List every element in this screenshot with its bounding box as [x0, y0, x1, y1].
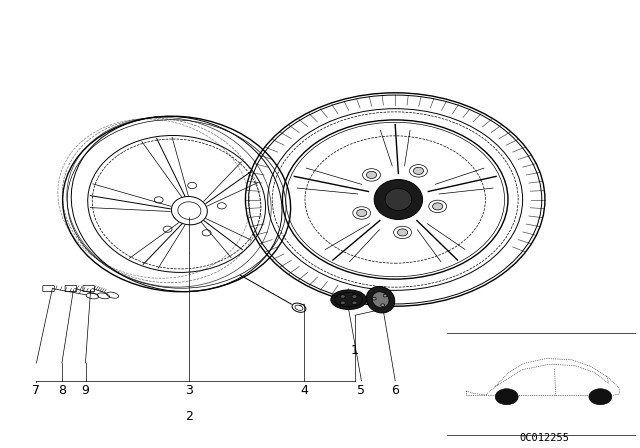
Circle shape: [353, 207, 371, 219]
Text: 3: 3: [186, 384, 193, 397]
Text: 5: 5: [357, 384, 365, 397]
Circle shape: [381, 304, 385, 306]
Text: 9: 9: [81, 384, 90, 397]
Ellipse shape: [385, 189, 412, 211]
Circle shape: [383, 294, 387, 297]
Ellipse shape: [366, 286, 395, 313]
Circle shape: [413, 167, 424, 174]
Circle shape: [394, 226, 412, 239]
Text: 2: 2: [186, 410, 193, 423]
Circle shape: [410, 164, 428, 177]
Circle shape: [397, 229, 408, 236]
Text: 7: 7: [33, 384, 40, 397]
Text: 6: 6: [391, 384, 399, 397]
Ellipse shape: [335, 293, 363, 307]
Text: 4: 4: [300, 384, 308, 397]
Circle shape: [356, 209, 367, 216]
Circle shape: [433, 203, 443, 210]
Circle shape: [340, 295, 346, 298]
Circle shape: [367, 171, 376, 178]
Circle shape: [589, 389, 612, 405]
Circle shape: [340, 301, 346, 305]
Circle shape: [372, 297, 376, 300]
Ellipse shape: [331, 290, 367, 310]
Circle shape: [352, 295, 357, 298]
Text: 1: 1: [351, 345, 359, 358]
Text: 8: 8: [58, 384, 66, 397]
Circle shape: [429, 200, 447, 213]
Text: 0C012255: 0C012255: [519, 433, 570, 443]
Ellipse shape: [374, 180, 422, 220]
Circle shape: [352, 301, 357, 305]
Ellipse shape: [372, 292, 389, 308]
Circle shape: [363, 169, 380, 181]
Circle shape: [495, 389, 518, 405]
